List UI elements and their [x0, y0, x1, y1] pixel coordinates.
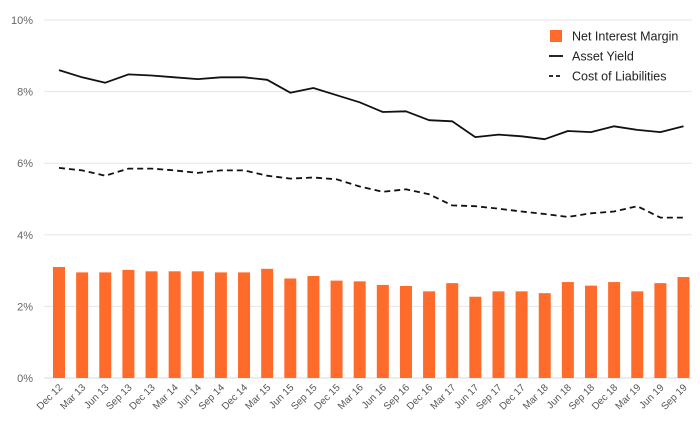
y-tick-label: 4%	[17, 230, 33, 242]
bar-net-interest-margin	[608, 282, 621, 378]
y-tick-label: 8%	[17, 87, 33, 99]
bar-net-interest-margin	[446, 283, 459, 378]
legend: Net Interest Margin Asset Yield Cost of Li…	[549, 30, 678, 84]
net-interest-margin-bars	[53, 267, 690, 378]
bar-net-interest-margin	[423, 291, 436, 378]
cost-of-liabilities-line	[58, 167, 684, 219]
bar-net-interest-margin	[631, 291, 644, 378]
x-tick-label: Mar 16	[336, 382, 366, 412]
legend-swatch-bar	[550, 30, 562, 42]
y-tick-label: 0%	[17, 373, 33, 385]
bar-net-interest-margin	[654, 283, 667, 378]
line-series	[58, 69, 684, 219]
x-tick-label: Mar 17	[429, 382, 459, 412]
legend-label: Net Interest Margin	[572, 30, 678, 44]
x-tick-label: Mar 15	[244, 382, 274, 412]
y-tick-label: 6%	[17, 158, 33, 170]
bar-net-interest-margin	[145, 271, 158, 378]
bar-net-interest-margin	[214, 272, 227, 378]
bar-net-interest-margin	[492, 291, 505, 378]
legend-label: Asset Yield	[572, 50, 634, 64]
y-axis-ticks: 0% 2% 4% 6% 8% 10%	[11, 15, 33, 385]
bar-net-interest-margin	[99, 272, 112, 378]
bar-net-interest-margin	[122, 269, 135, 378]
bar-net-interest-margin	[238, 272, 251, 378]
bar-net-interest-margin	[53, 267, 65, 378]
x-tick-label: Mar 18	[521, 382, 551, 412]
bar-net-interest-margin	[677, 277, 690, 378]
x-tick-label: Mar 14	[151, 382, 181, 412]
bar-net-interest-margin	[561, 282, 574, 378]
bar-net-interest-margin	[353, 281, 366, 378]
x-tick-label: Sep 19	[659, 382, 689, 412]
bar-net-interest-margin	[399, 285, 412, 378]
bar-net-interest-margin	[330, 280, 343, 378]
bar-net-interest-margin	[307, 275, 320, 378]
y-tick-label: 2%	[17, 301, 33, 313]
bar-net-interest-margin	[515, 291, 528, 378]
bar-net-interest-margin	[284, 278, 297, 378]
bar-net-interest-margin	[168, 271, 181, 378]
bar-net-interest-margin	[376, 284, 389, 378]
asset-yield-line	[58, 69, 684, 141]
bar-net-interest-margin	[261, 268, 274, 378]
x-tick-label: Mar 19	[614, 382, 644, 412]
bar-net-interest-margin	[469, 296, 482, 378]
bar-net-interest-margin	[76, 272, 89, 378]
bar-net-interest-margin	[538, 293, 551, 378]
bar-net-interest-margin	[191, 271, 204, 378]
x-tick-label: Mar 13	[58, 382, 88, 412]
y-tick-label: 10%	[11, 15, 33, 27]
legend-label: Cost of Liabilities	[572, 70, 667, 84]
bar-net-interest-margin	[584, 285, 597, 378]
